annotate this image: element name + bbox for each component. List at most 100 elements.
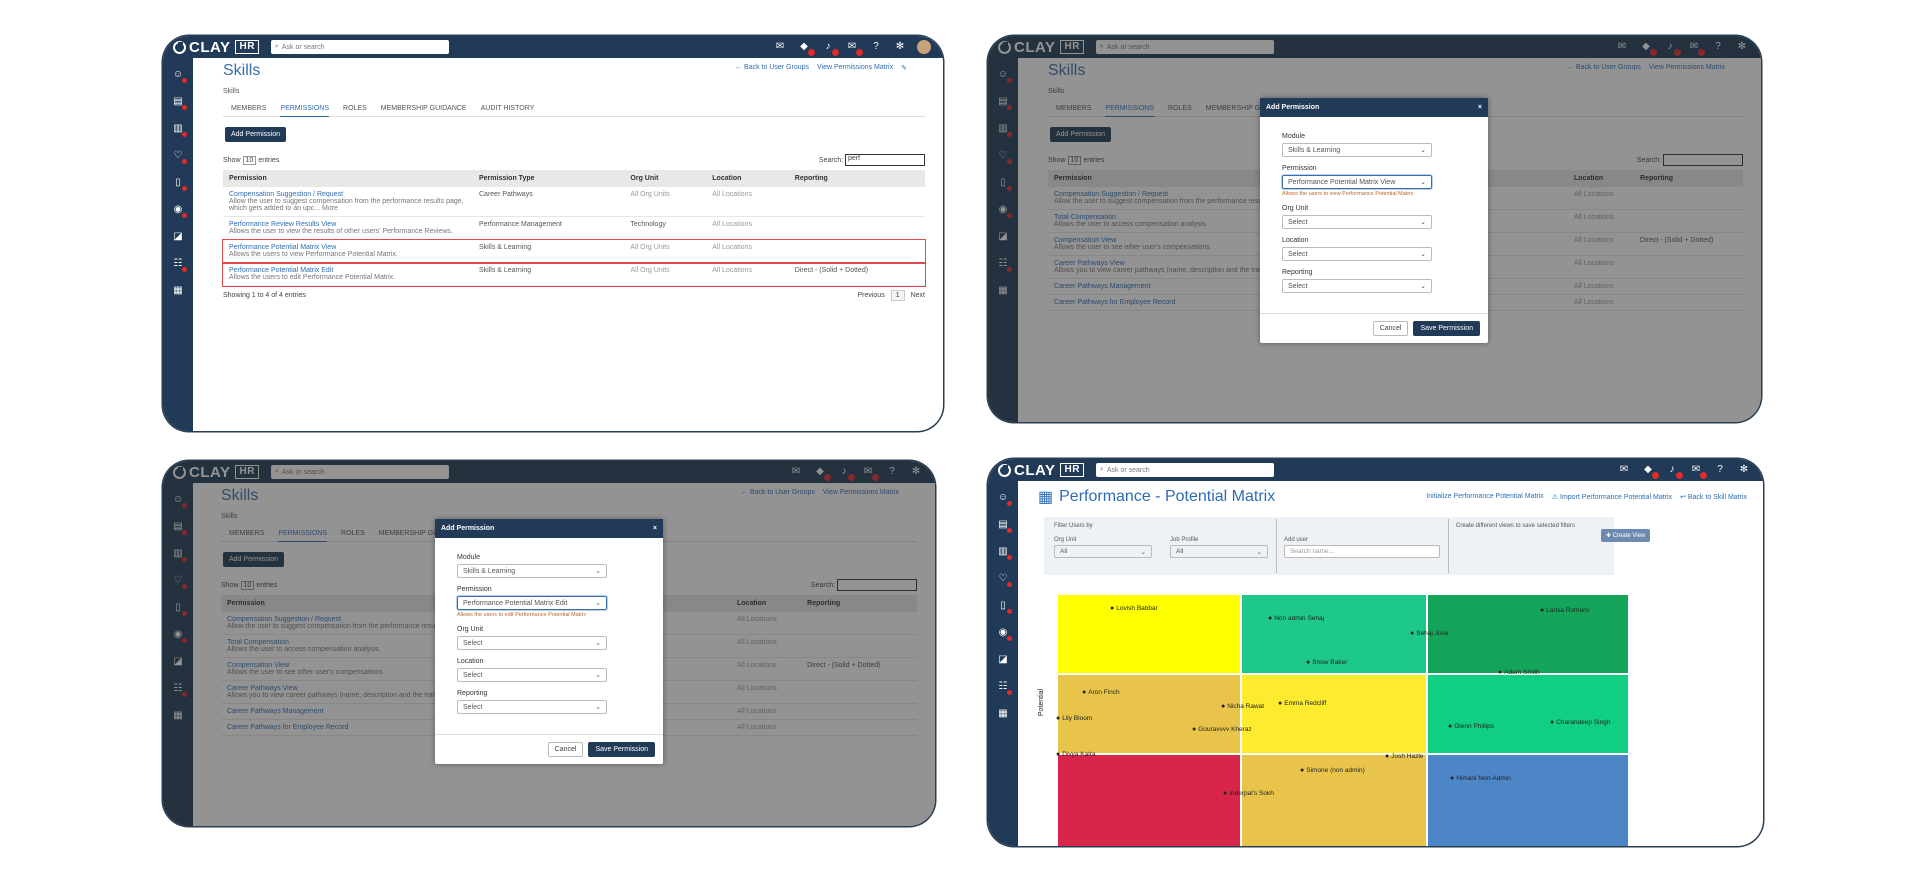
employee-marker[interactable]: Non admin Sehaj (1268, 615, 1324, 622)
module-select[interactable]: Skills & Learning ⌄ (457, 564, 607, 578)
employee-marker[interactable]: Emma Redcliff (1278, 700, 1326, 707)
permission-link[interactable]: Performance Potential Matrix Edit (229, 267, 334, 274)
tab-roles[interactable]: ROLES (343, 105, 367, 112)
cancel-button[interactable]: Cancel (547, 742, 584, 757)
entries-select[interactable]: 10 (242, 155, 257, 165)
help-icon[interactable]: ? (873, 41, 879, 52)
page-1-button[interactable]: 1 (890, 290, 905, 301)
team-icon[interactable]: ☷ (171, 257, 187, 272)
clipboard-icon[interactable]: ▦ (998, 708, 1008, 719)
table-search-input[interactable]: perf (845, 154, 925, 166)
profile-icon[interactable]: ◉ (171, 203, 187, 218)
org-unit-select[interactable]: Select ⌄ (1282, 215, 1432, 229)
add-permission-button[interactable]: Add Permission (225, 127, 287, 142)
employee-marker[interactable]: Aron Finch (1082, 689, 1119, 696)
location-select[interactable]: Select ⌄ (457, 668, 607, 682)
bell-icon[interactable]: ♪ (1665, 463, 1683, 479)
employee-marker[interactable]: Josh Hazle (1385, 753, 1423, 760)
chart-icon[interactable]: ▤ (996, 518, 1012, 533)
org-unit-select[interactable]: Select ⌄ (457, 636, 607, 650)
add-user-input[interactable]: Search name... (1284, 545, 1440, 558)
team-icon[interactable]: ☷ (996, 680, 1012, 695)
reporting-select[interactable]: Select ⌄ (457, 700, 607, 714)
back-to-skill-matrix-link[interactable]: ↩ Back to Skill Matrix (1680, 494, 1747, 501)
tab-audit-history[interactable]: AUDIT HISTORY (480, 105, 535, 112)
employee-marker[interactable]: Gouravvvv Kheraz (1192, 726, 1251, 733)
clipboard-icon[interactable]: ▦ (173, 285, 183, 296)
mail-icon[interactable]: ✉ (775, 41, 785, 52)
close-icon[interactable]: × (652, 525, 657, 532)
award-icon[interactable]: ♡ (171, 149, 187, 164)
job-profile-select[interactable]: All ⌄ (1170, 545, 1268, 558)
employee-marker[interactable]: Charandeep Singh (1550, 719, 1610, 726)
gear-icon[interactable]: ✻ (1739, 464, 1749, 475)
employee-marker[interactable]: Adam Smith (1498, 669, 1539, 676)
employee-marker[interactable]: Simone (non admin) (1300, 767, 1365, 774)
save-permission-button[interactable]: Save Permission (1413, 321, 1480, 336)
permission-link[interactable]: Compensation Suggestion / Request (229, 191, 344, 198)
org-unit-select[interactable]: All ⌄ (1054, 545, 1152, 558)
initialize-matrix-link[interactable]: Initialize Performance Potential Matrix (1426, 493, 1544, 500)
col-permission[interactable]: Permission (223, 170, 473, 187)
col-reporting[interactable]: Reporting (788, 170, 925, 187)
employee-marker[interactable]: Himani Non-Admin (1450, 775, 1511, 782)
stats-icon[interactable]: ▥ (996, 545, 1012, 560)
avatar[interactable] (917, 40, 931, 54)
permission-select[interactable]: Performance Potential Matrix View ⌄ (1282, 175, 1432, 189)
employee-marker[interactable]: Nicha Rawat (1221, 703, 1264, 710)
col-location[interactable]: Location (706, 170, 789, 187)
prev-page-button[interactable]: Previous (857, 292, 885, 299)
employee-marker[interactable]: Larisa Romero (1540, 607, 1589, 614)
employee-marker[interactable]: Lily Bloom (1056, 715, 1092, 722)
tab-members[interactable]: MEMBERS (231, 105, 267, 112)
report-icon[interactable]: ◪ (173, 231, 183, 242)
mail-icon[interactable]: ✉ (1619, 464, 1629, 475)
edit-icon[interactable]: ✎ (901, 65, 907, 72)
rocket-icon[interactable]: ◆ (1641, 463, 1659, 479)
document-icon[interactable]: ▯ (996, 599, 1012, 614)
permission-link[interactable]: Performance Review Results View (229, 221, 337, 228)
import-matrix-link[interactable]: ⚠ Import Performance Potential Matrix (1551, 494, 1673, 501)
col-org-unit[interactable]: Org Unit (624, 170, 707, 187)
cancel-button[interactable]: Cancel (1372, 321, 1409, 336)
inbox-icon[interactable]: ✉ (1689, 463, 1707, 479)
award-icon[interactable]: ♡ (996, 572, 1012, 587)
employee-marker[interactable]: Lovish Babbar (1110, 605, 1158, 612)
global-search-input[interactable]: ⌕Ask or search (1095, 463, 1274, 477)
back-to-user-groups-link[interactable]: ← Back to User Groups (735, 64, 809, 71)
reporting-select[interactable]: Select ⌄ (1282, 279, 1432, 293)
permission-select[interactable]: Performance Potential Matrix Edit ⌄ (457, 596, 607, 610)
page-title: ▦ Performance - Potential Matrix (1038, 488, 1276, 506)
employee-marker[interactable]: Snow Baker (1306, 659, 1347, 666)
module-select[interactable]: Skills & Learning ⌄ (1282, 143, 1432, 157)
document-icon[interactable]: ▯ (171, 176, 187, 191)
employee-marker[interactable]: Sehaj Jose (1410, 630, 1448, 637)
save-permission-button[interactable]: Save Permission (588, 742, 655, 757)
profile-icon[interactable]: ◉ (996, 626, 1012, 641)
global-search-input[interactable]: ⌕Ask or search (270, 40, 449, 54)
people-icon[interactable]: ☺ (171, 68, 187, 83)
employee-marker[interactable]: Glenn Phillips (1448, 723, 1494, 730)
close-icon[interactable]: × (1477, 104, 1482, 111)
report-icon[interactable]: ◪ (998, 654, 1008, 665)
gear-icon[interactable]: ✻ (895, 41, 905, 52)
people-icon[interactable]: ☺ (996, 491, 1012, 506)
rocket-icon[interactable]: ◆ (797, 40, 815, 56)
help-icon[interactable]: ? (1717, 464, 1723, 475)
permission-link[interactable]: Performance Potential Matrix View (229, 244, 337, 251)
employee-marker[interactable]: Inderpal's Sokh (1223, 790, 1274, 797)
location-select[interactable]: Select ⌄ (1282, 247, 1432, 261)
chart-icon[interactable]: ▤ (171, 95, 187, 110)
inbox-icon[interactable]: ✉ (845, 40, 863, 56)
create-view-button[interactable]: ✚ Create View (1601, 529, 1651, 542)
stats-icon[interactable]: ▥ (171, 122, 187, 137)
col-permission-type[interactable]: Permission Type (473, 170, 625, 187)
view-permissions-matrix-link[interactable]: View Permissions Matrix (817, 64, 894, 71)
tab-membership-guidance[interactable]: MEMBERSHIP GUIDANCE (380, 105, 467, 112)
tab-permissions[interactable]: PERMISSIONS (280, 105, 330, 117)
employee-marker[interactable]: Divya Kalra (1056, 751, 1095, 758)
bell-icon[interactable]: ♪ (821, 40, 839, 56)
next-page-button[interactable]: Next (910, 292, 925, 299)
